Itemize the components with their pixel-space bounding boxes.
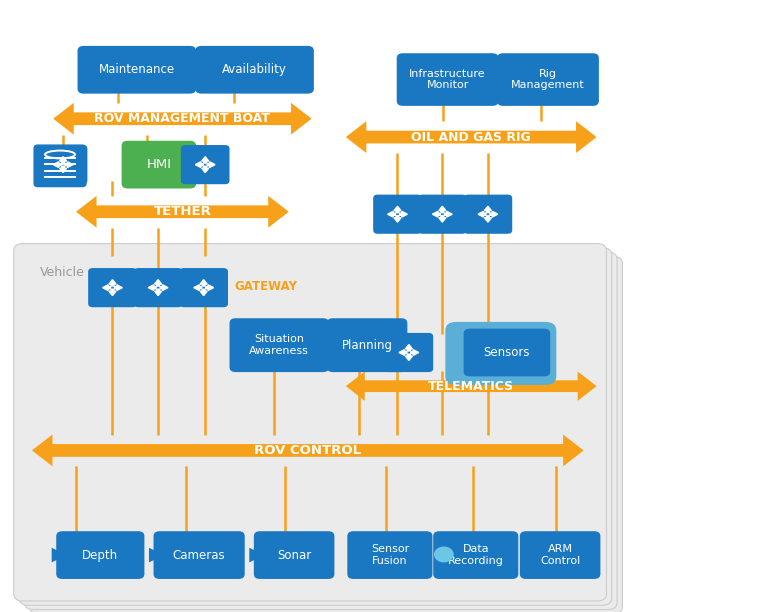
Text: Sensors: Sensors bbox=[483, 346, 530, 359]
FancyBboxPatch shape bbox=[230, 318, 329, 372]
FancyBboxPatch shape bbox=[327, 318, 407, 372]
Polygon shape bbox=[53, 103, 312, 135]
FancyArrow shape bbox=[195, 162, 203, 168]
FancyArrow shape bbox=[109, 280, 116, 286]
FancyArrow shape bbox=[405, 354, 413, 360]
FancyArrow shape bbox=[206, 285, 214, 291]
Text: Maintenance: Maintenance bbox=[99, 63, 175, 76]
Polygon shape bbox=[76, 196, 289, 228]
Text: Infrastructure
Monitor: Infrastructure Monitor bbox=[410, 69, 486, 91]
FancyArrow shape bbox=[445, 211, 452, 217]
FancyBboxPatch shape bbox=[464, 195, 512, 234]
FancyArrow shape bbox=[484, 206, 492, 212]
FancyArrow shape bbox=[154, 289, 162, 296]
Text: Data
Recording: Data Recording bbox=[448, 544, 504, 566]
FancyArrow shape bbox=[399, 349, 407, 356]
FancyBboxPatch shape bbox=[418, 195, 467, 234]
FancyArrow shape bbox=[405, 345, 413, 351]
FancyBboxPatch shape bbox=[181, 145, 230, 184]
FancyBboxPatch shape bbox=[56, 531, 144, 579]
FancyArrow shape bbox=[154, 280, 162, 286]
FancyBboxPatch shape bbox=[497, 53, 599, 106]
FancyBboxPatch shape bbox=[445, 322, 556, 385]
Text: GATEWAY: GATEWAY bbox=[234, 280, 297, 293]
FancyArrow shape bbox=[201, 166, 209, 173]
FancyArrow shape bbox=[484, 216, 492, 222]
Text: Vehicle: Vehicle bbox=[40, 266, 84, 279]
FancyArrow shape bbox=[394, 206, 401, 212]
Text: Availability: Availability bbox=[222, 63, 287, 76]
FancyArrow shape bbox=[59, 166, 67, 173]
FancyArrow shape bbox=[115, 285, 122, 291]
FancyBboxPatch shape bbox=[134, 268, 182, 307]
FancyBboxPatch shape bbox=[88, 268, 137, 307]
FancyArrow shape bbox=[65, 162, 73, 168]
Text: TELEMATICS: TELEMATICS bbox=[428, 379, 515, 393]
Text: ROV MANAGEMENT BOAT: ROV MANAGEMENT BOAT bbox=[94, 112, 271, 125]
FancyArrow shape bbox=[53, 162, 61, 168]
FancyBboxPatch shape bbox=[347, 531, 432, 579]
Text: HMI: HMI bbox=[147, 158, 171, 171]
FancyArrow shape bbox=[400, 211, 407, 217]
FancyArrow shape bbox=[411, 349, 419, 356]
FancyBboxPatch shape bbox=[520, 531, 600, 579]
FancyBboxPatch shape bbox=[39, 145, 87, 184]
FancyBboxPatch shape bbox=[33, 144, 87, 187]
FancyBboxPatch shape bbox=[373, 195, 422, 234]
Text: Sonar: Sonar bbox=[277, 548, 312, 562]
FancyBboxPatch shape bbox=[78, 46, 196, 94]
FancyArrow shape bbox=[432, 211, 440, 217]
Polygon shape bbox=[52, 548, 67, 562]
FancyArrow shape bbox=[59, 157, 67, 163]
FancyBboxPatch shape bbox=[30, 256, 622, 612]
FancyBboxPatch shape bbox=[24, 252, 617, 610]
Text: ARM
Control: ARM Control bbox=[540, 544, 580, 566]
FancyArrow shape bbox=[201, 157, 209, 163]
Polygon shape bbox=[149, 548, 164, 562]
FancyBboxPatch shape bbox=[195, 46, 314, 94]
FancyArrow shape bbox=[160, 285, 168, 291]
FancyArrow shape bbox=[439, 206, 446, 212]
Polygon shape bbox=[346, 371, 597, 401]
Text: ROV CONTROL: ROV CONTROL bbox=[255, 444, 361, 457]
FancyArrow shape bbox=[439, 216, 446, 222]
Text: Cameras: Cameras bbox=[173, 548, 226, 562]
FancyBboxPatch shape bbox=[179, 268, 228, 307]
FancyBboxPatch shape bbox=[14, 244, 606, 601]
FancyArrow shape bbox=[478, 211, 486, 217]
FancyBboxPatch shape bbox=[397, 53, 499, 106]
Text: Situation
Awareness: Situation Awareness bbox=[249, 334, 309, 356]
FancyArrow shape bbox=[200, 289, 207, 296]
FancyArrow shape bbox=[200, 280, 207, 286]
FancyArrow shape bbox=[388, 211, 395, 217]
FancyBboxPatch shape bbox=[254, 531, 334, 579]
FancyBboxPatch shape bbox=[385, 333, 433, 372]
FancyBboxPatch shape bbox=[154, 531, 245, 579]
FancyBboxPatch shape bbox=[122, 141, 196, 188]
FancyArrow shape bbox=[109, 289, 116, 296]
Polygon shape bbox=[32, 435, 584, 466]
FancyArrow shape bbox=[490, 211, 498, 217]
Polygon shape bbox=[346, 121, 597, 153]
FancyBboxPatch shape bbox=[433, 531, 518, 579]
Polygon shape bbox=[249, 548, 264, 562]
Text: Depth: Depth bbox=[82, 548, 119, 562]
Text: Planning: Planning bbox=[341, 338, 393, 352]
FancyBboxPatch shape bbox=[464, 329, 550, 376]
FancyArrow shape bbox=[103, 285, 110, 291]
FancyArrow shape bbox=[394, 216, 401, 222]
Circle shape bbox=[434, 547, 454, 562]
FancyBboxPatch shape bbox=[19, 248, 612, 605]
FancyArrow shape bbox=[194, 285, 201, 291]
FancyArrow shape bbox=[148, 285, 156, 291]
Text: Rig
Management: Rig Management bbox=[511, 69, 585, 91]
Text: Sensor
Fusion: Sensor Fusion bbox=[371, 544, 409, 566]
Text: OIL AND GAS RIG: OIL AND GAS RIG bbox=[411, 130, 531, 144]
FancyArrow shape bbox=[207, 162, 215, 168]
Text: TETHER: TETHER bbox=[154, 205, 211, 218]
